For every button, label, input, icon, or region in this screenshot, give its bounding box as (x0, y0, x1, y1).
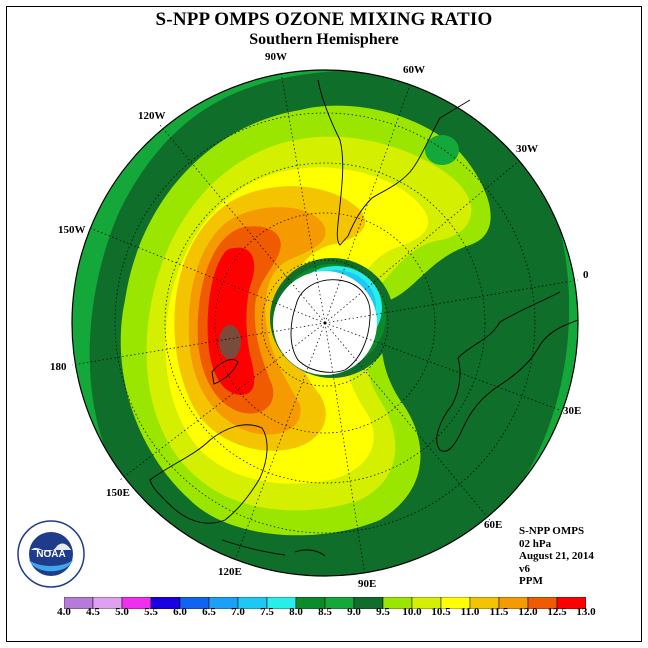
svg-text:NOAA: NOAA (36, 549, 65, 560)
info-date: August 21, 2014 (519, 550, 594, 562)
colorbar-tick-label: 10.0 (402, 606, 422, 618)
figure-frame (6, 6, 642, 642)
noaa-logo: NOAA (17, 520, 85, 588)
coastlines (149, 79, 579, 557)
colorbar-tick-label: 4.0 (57, 606, 71, 618)
colorbar-tick-label: 7.0 (231, 606, 245, 618)
colorbar-tick-label: 6.5 (202, 606, 216, 618)
lon-label-150w: 150W (58, 224, 86, 236)
coast-south-america (317, 79, 471, 246)
colorbar-tick-label: 8.0 (289, 606, 303, 618)
colorbar-tick-label: 9.0 (347, 606, 361, 618)
lon-label-150e: 150E (106, 487, 130, 499)
colorbar-tick-label: 7.5 (260, 606, 274, 618)
contour-13-0 (219, 325, 241, 359)
colorbar (64, 597, 586, 609)
info-version: v6 (519, 562, 530, 575)
coast-new-zealand (211, 359, 239, 385)
product-info: S-NPP OMPS 02 hPa August 21, 2014 v6 PPM (519, 525, 594, 588)
colorbar-tick-label: 12.0 (518, 606, 538, 618)
coast-antarctica (290, 279, 371, 373)
info-instrument: S-NPP OMPS (519, 525, 585, 537)
colorbar-tick-label: 8.5 (318, 606, 332, 618)
colorbar-labels: 4.0 4.5 5.0 5.5 6.0 6.5 7.0 7.5 8.0 8.5 9.0 9.5 10.0… (0, 606, 648, 620)
map-boundary (71, 69, 579, 577)
lon-label-60e: 60E (484, 519, 502, 531)
contour-island-9-0 (425, 135, 459, 165)
coast-australia (149, 424, 268, 524)
colorbar-tick-label: 11.0 (460, 606, 480, 618)
lon-label-120e: 120E (218, 566, 242, 578)
lon-label-60w: 60W (403, 64, 425, 76)
colorbar-tick-label: 5.0 (115, 606, 129, 618)
colorbar-swatch (556, 597, 586, 609)
colorbar-tick-label: 11.5 (489, 606, 509, 618)
lon-label-180: 180 (50, 361, 67, 373)
coast-indonesia (221, 539, 326, 557)
colorbar-tick-label: 5.5 (144, 606, 158, 618)
colorbar-tick-label: 6.0 (173, 606, 187, 618)
south-pole-marker (323, 321, 327, 325)
lon-label-90e: 90E (358, 578, 376, 590)
map-subtitle: Southern Hemisphere (249, 31, 399, 48)
coast-africa (436, 291, 579, 452)
colorbar-tick-label: 4.5 (86, 606, 100, 618)
lon-label-120w: 120W (138, 110, 166, 122)
lon-label-90w: 90W (265, 51, 287, 63)
info-units: PPM (519, 575, 543, 587)
lon-label-30w: 30W (516, 143, 538, 155)
contour-12-5 (207, 247, 255, 395)
info-level: 02 hPa (519, 537, 552, 550)
graticule (71, 71, 579, 576)
colorbar-tick-label: 9.5 (376, 606, 390, 618)
map-title: S-NPP OMPS OZONE MIXING RATIO (155, 9, 493, 30)
lon-label-0: 0 (583, 269, 589, 281)
colorbar-tick-label: 13.0 (576, 606, 596, 618)
colorbar-tick-label: 10.5 (431, 606, 451, 618)
lon-label-30e: 30E (563, 405, 581, 417)
colorbar-tick-label: 12.5 (547, 606, 567, 618)
